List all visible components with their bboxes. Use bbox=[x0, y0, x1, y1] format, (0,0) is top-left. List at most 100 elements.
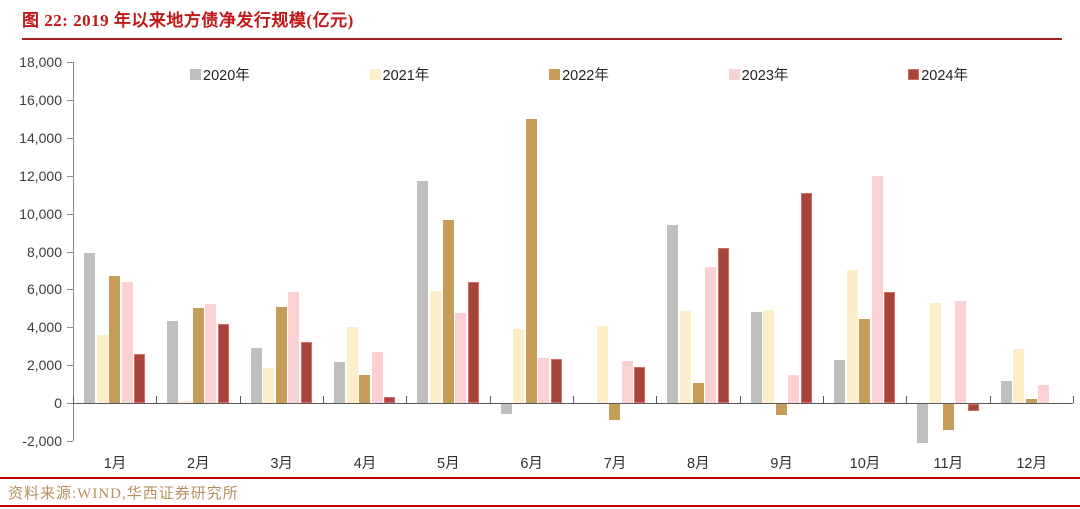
x-tick-mark bbox=[73, 396, 74, 404]
y-tick-label: 2,000 bbox=[26, 357, 62, 374]
x-category-label: 1月 bbox=[103, 456, 127, 472]
y-tick-mark bbox=[67, 99, 73, 101]
bar-2020年-9月 bbox=[750, 312, 762, 404]
x-category-label: 5月 bbox=[437, 456, 460, 472]
x-tick-mark bbox=[823, 396, 824, 404]
x-category-label: 6月 bbox=[520, 456, 543, 472]
bar-2021年-6月 bbox=[513, 329, 525, 404]
bar-2021年-8月 bbox=[679, 311, 691, 404]
y-tick-label: 0 bbox=[54, 395, 62, 412]
bar-2022年-1月 bbox=[109, 276, 121, 404]
legend-swatch-icon bbox=[190, 69, 201, 80]
bar-2021年-10月 bbox=[846, 270, 858, 404]
bar-2021年-1月 bbox=[96, 334, 108, 404]
bar-2020年-4月 bbox=[334, 362, 345, 404]
bar-2022年-5月 bbox=[442, 220, 454, 404]
y-tick-label: 8,000 bbox=[26, 243, 62, 260]
bar-2023年-3月 bbox=[288, 292, 300, 404]
source-note: 资料来源:WIND,华西证券研究所 bbox=[8, 486, 239, 502]
y-tick-label: -2,000 bbox=[22, 433, 62, 449]
bar-2020年-12月 bbox=[1000, 381, 1012, 404]
bar-2020年-6月 bbox=[500, 404, 512, 414]
x-tick-mark bbox=[1073, 396, 1074, 404]
x-tick-mark bbox=[739, 396, 741, 404]
x-category-label: 12月 bbox=[1016, 456, 1047, 472]
bar-2020年-10月 bbox=[834, 360, 845, 404]
bar-2022年-8月 bbox=[692, 383, 704, 404]
y-tick-mark bbox=[67, 441, 73, 442]
bar-2021年-9月 bbox=[763, 310, 775, 404]
x-category-label: 10月 bbox=[849, 456, 881, 472]
bar-2022年-12月 bbox=[1025, 399, 1037, 404]
bar-2023年-11月 bbox=[955, 300, 967, 404]
bar-2023年-12月 bbox=[1038, 385, 1050, 404]
bar-2023年-2月 bbox=[205, 303, 217, 404]
bar-2021年-4月 bbox=[346, 327, 358, 404]
y-tick-label: 14,000 bbox=[19, 129, 62, 146]
legend-swatch-icon bbox=[908, 69, 920, 80]
bar-2023年-8月 bbox=[705, 266, 717, 404]
bar-2023年-10月 bbox=[871, 175, 883, 404]
bar-2022年-7月 bbox=[609, 404, 621, 421]
bar-2020年-2月 bbox=[167, 320, 179, 404]
x-tick-mark bbox=[906, 396, 908, 404]
legend-item-2023年: 2023年 bbox=[728, 64, 789, 85]
bar-2022年-9月 bbox=[775, 404, 787, 415]
title-underline bbox=[22, 38, 1062, 40]
footer-rule-bottom bbox=[0, 505, 1080, 507]
bar-2020年-1月 bbox=[84, 253, 95, 404]
bar-2022年-2月 bbox=[192, 308, 204, 404]
y-tick-label: 16,000 bbox=[19, 91, 62, 108]
y-tick-mark bbox=[67, 213, 73, 215]
legend-label: 2024年 bbox=[921, 68, 968, 84]
x-category-label: 2月 bbox=[187, 456, 210, 472]
x-tick-mark bbox=[156, 396, 158, 404]
x-tick-mark bbox=[406, 396, 408, 404]
bar-2024年-8月 bbox=[717, 247, 729, 404]
legend-item-2022年: 2022年 bbox=[549, 64, 609, 85]
bar-2024年-4月 bbox=[384, 397, 396, 404]
figure-title: 图 22: 2019 年以来地方债净发行规模(亿元) bbox=[22, 11, 354, 30]
bar-2021年-11月 bbox=[929, 302, 941, 404]
x-category-label: 7月 bbox=[603, 456, 627, 472]
bar-2022年-6月 bbox=[525, 118, 537, 404]
bar-2024年-3月 bbox=[301, 342, 313, 404]
y-tick-label: 10,000 bbox=[19, 205, 62, 222]
x-tick-mark bbox=[323, 396, 324, 404]
legend-swatch-icon bbox=[728, 69, 740, 80]
bar-2022年-3月 bbox=[275, 307, 287, 404]
bar-2024年-2月 bbox=[217, 324, 229, 404]
bar-2020年-11月 bbox=[917, 404, 929, 443]
legend-label: 2023年 bbox=[741, 68, 789, 84]
x-category-label: 4月 bbox=[353, 456, 377, 472]
plot-area bbox=[73, 62, 1073, 443]
bar-2020年-8月 bbox=[667, 224, 679, 404]
bar-2021年-2月 bbox=[179, 401, 191, 404]
x-tick-mark bbox=[239, 396, 241, 404]
bar-2023年-4月 bbox=[371, 351, 383, 404]
y-axis-line bbox=[73, 62, 74, 441]
x-tick-mark bbox=[489, 396, 491, 404]
y-tick-mark bbox=[67, 175, 73, 177]
bar-2024年-7月 bbox=[634, 367, 646, 404]
chart-legend: 2020年 2021年 2022年 2023年 2024年 bbox=[190, 64, 968, 85]
bar-2024年-1月 bbox=[134, 353, 146, 404]
legend-swatch-icon bbox=[369, 69, 381, 80]
legend-item-2024年: 2024年 bbox=[908, 64, 968, 85]
bar-2024年-6月 bbox=[551, 358, 563, 404]
x-tick-mark bbox=[656, 396, 658, 404]
bar-2021年-7月 bbox=[596, 326, 608, 404]
x-category-label: 3月 bbox=[270, 456, 293, 472]
bar-2021年-3月 bbox=[263, 368, 275, 404]
y-tick-mark bbox=[67, 365, 73, 367]
bar-2024年-9月 bbox=[801, 192, 813, 404]
legend-label: 2022年 bbox=[562, 68, 609, 84]
x-tick-mark bbox=[989, 396, 991, 404]
y-tick-label: 4,000 bbox=[26, 319, 62, 336]
bar-2020年-5月 bbox=[417, 181, 429, 404]
legend-label: 2021年 bbox=[382, 68, 430, 84]
bar-2023年-5月 bbox=[455, 313, 467, 404]
bar-2022年-4月 bbox=[359, 374, 371, 404]
x-category-label: 9月 bbox=[770, 456, 793, 472]
x-tick-mark bbox=[573, 396, 574, 404]
